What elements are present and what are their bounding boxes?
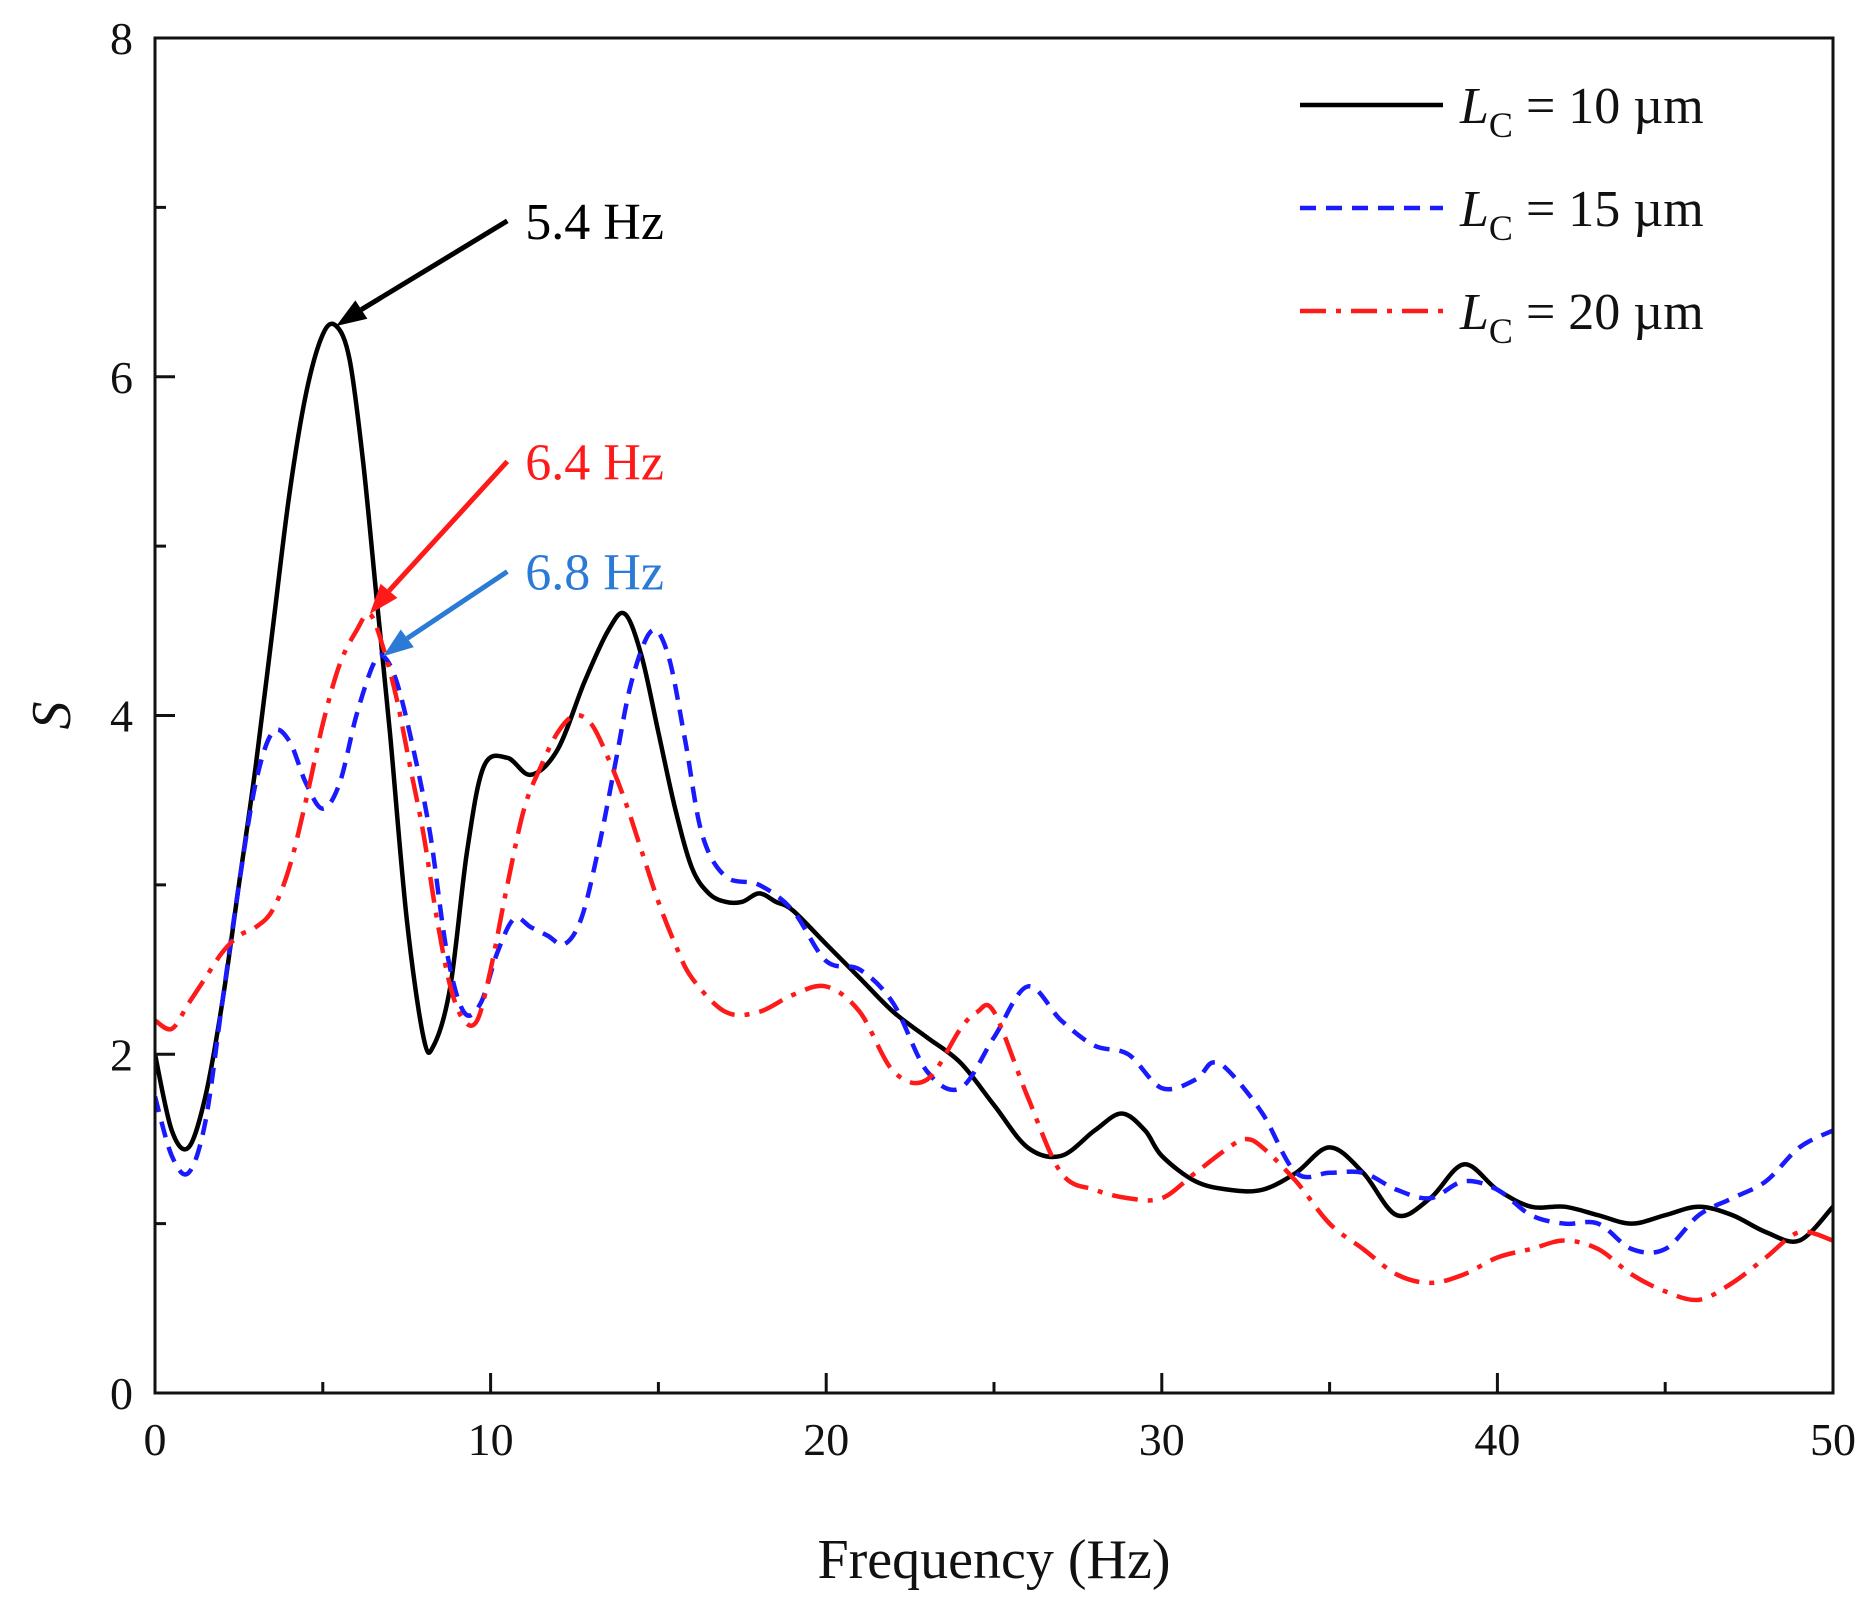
- x-tick-label-5: 50: [1810, 1414, 1856, 1465]
- y-tick-label-1: 2: [110, 1029, 133, 1080]
- y-tick-label-2: 4: [110, 691, 133, 742]
- legend-label-2: LC = 20 µm: [1459, 284, 1704, 351]
- annotation-arrow-shaft-0: [360, 218, 509, 312]
- legend-value-2: = 20 µm: [1513, 284, 1704, 341]
- x-tick-label-1: 10: [468, 1414, 514, 1465]
- annotations-layer: 5.4 Hz 6.4 Hz 6.8 Hz: [336, 194, 664, 657]
- annotation-arrow-shaft-1: [387, 459, 510, 593]
- legend-subscript-2: C: [1489, 311, 1513, 351]
- annotation-label-1: 6.4 Hz: [525, 434, 664, 491]
- legend-label-1: LC = 15 µm: [1459, 181, 1704, 248]
- legend-subscript-0: C: [1489, 105, 1513, 145]
- axes-layer: 0 10 20 30 40 50 0 2 4 6 8: [110, 13, 1856, 1465]
- x-tick-label-4: 40: [1474, 1414, 1520, 1465]
- x-axis-title: Frequency (Hz): [818, 1529, 1171, 1591]
- y-tick-label-0: 0: [110, 1368, 133, 1419]
- legend-symbol-1: L: [1459, 181, 1489, 238]
- annotation-arrow-head-1: [369, 583, 398, 614]
- y-axis-title: S: [21, 702, 83, 730]
- series-line-0: [155, 321, 1833, 1244]
- y-tick-label-4: 8: [110, 13, 133, 64]
- x-tick-label-0: 0: [144, 1414, 167, 1465]
- annotation-arrow-head-0: [336, 300, 368, 326]
- x-tick-label-2: 20: [803, 1414, 849, 1465]
- x-tick-label-3: 30: [1139, 1414, 1185, 1465]
- annotation-label-0: 5.4 Hz: [525, 194, 664, 251]
- legend-symbol-2: L: [1459, 284, 1489, 341]
- annotation-arrow-shaft-2: [405, 569, 509, 641]
- y-tick-label-3: 6: [110, 352, 133, 403]
- annotation-arrow-head-2: [383, 629, 414, 657]
- series-line-2: [155, 611, 1833, 1303]
- annotation-label-2: 6.8 Hz: [525, 545, 664, 602]
- series-layer: [155, 321, 1833, 1303]
- legend-subscript-1: C: [1489, 208, 1513, 248]
- legend-value-1: = 15 µm: [1513, 181, 1704, 238]
- legend-value-0: = 10 µm: [1513, 78, 1704, 135]
- legend-symbol-0: L: [1459, 78, 1489, 135]
- series-line-1: [155, 627, 1833, 1255]
- legend-label-0: LC = 10 µm: [1459, 78, 1704, 145]
